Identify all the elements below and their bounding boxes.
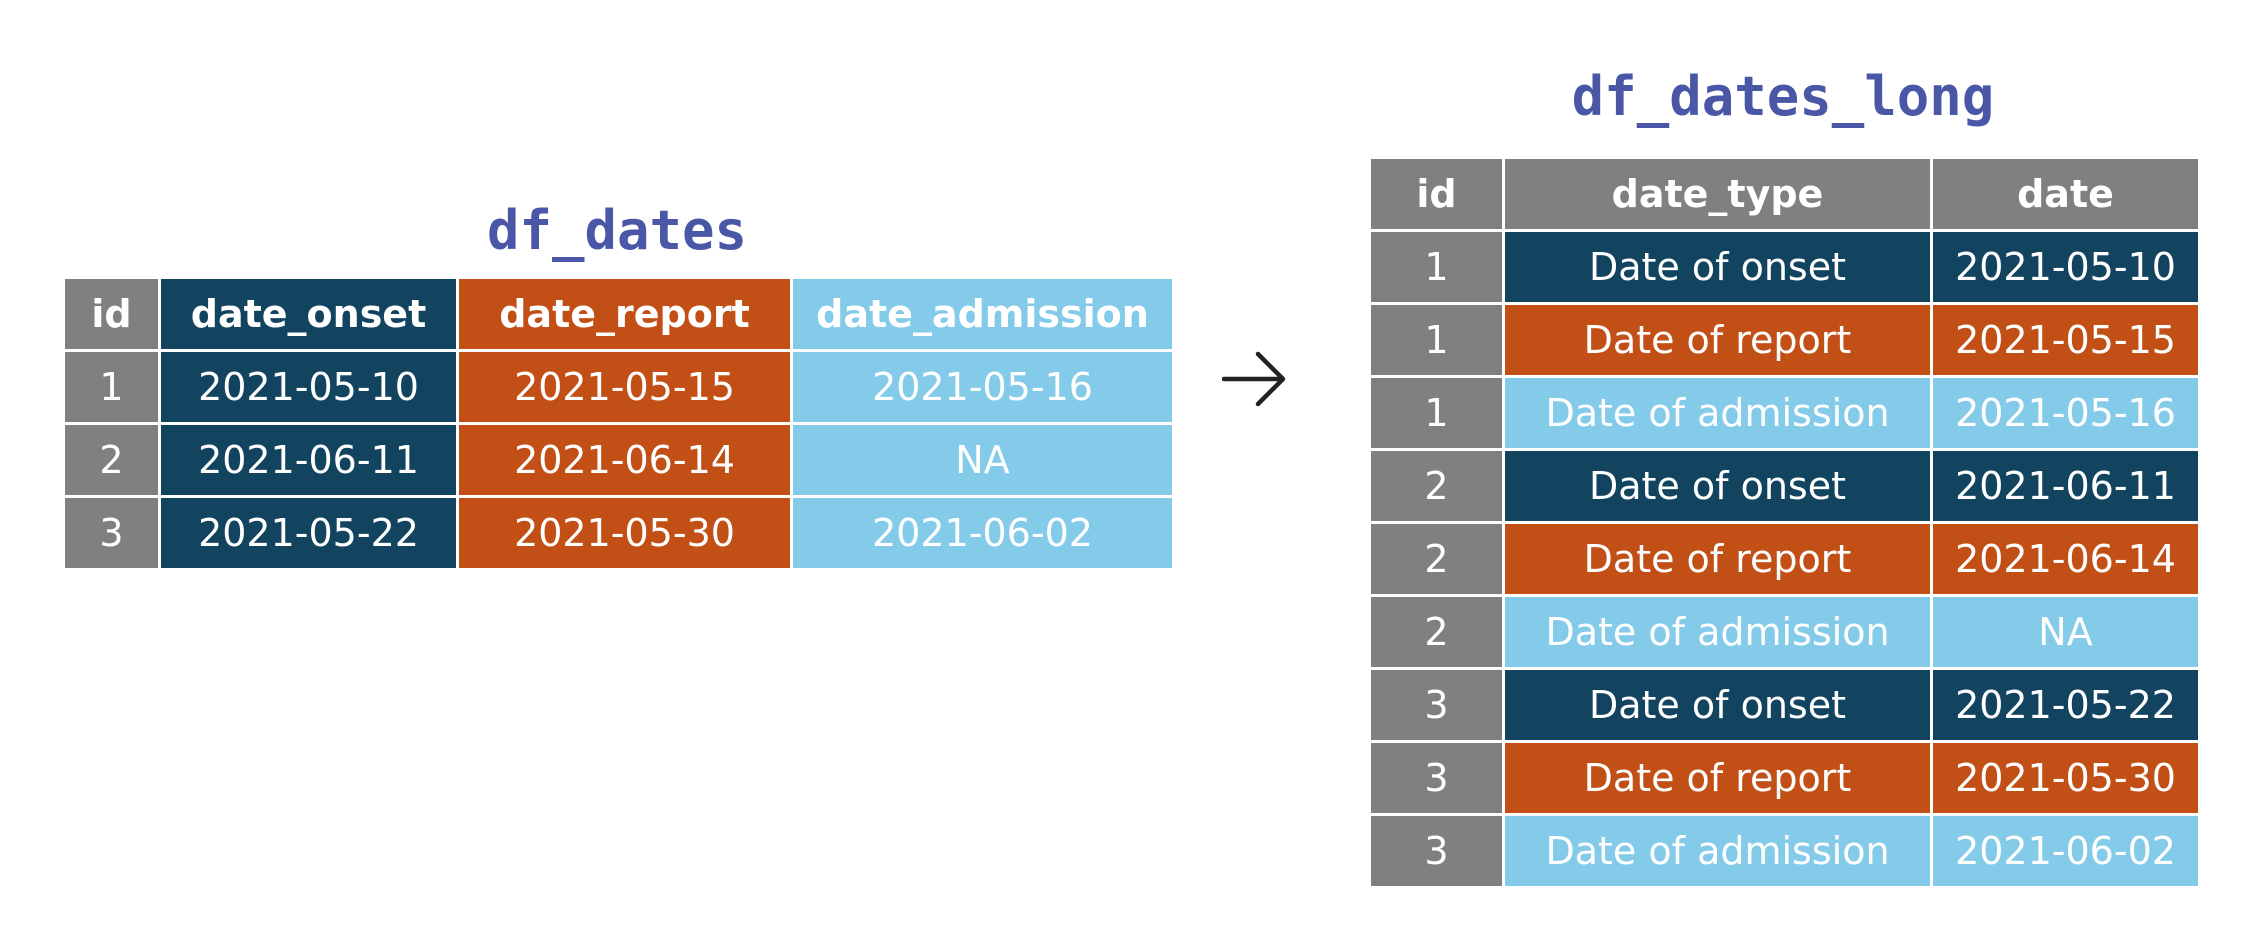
cell-id: 3 <box>1368 667 1505 743</box>
header-date-type: date_type <box>1502 156 1933 232</box>
cell-date: 2021-06-14 <box>1930 521 2201 597</box>
table-row: 2 Date of onset 2021-06-11 <box>1368 448 2201 524</box>
header-date-admission: date_admission <box>790 276 1175 352</box>
cell-id: 1 <box>1368 302 1505 378</box>
cell-date-admission: NA <box>790 422 1175 498</box>
cell-date-report: 2021-05-15 <box>456 349 793 425</box>
cell-date-type: Date of admission <box>1502 813 1933 889</box>
cell-date-type: Date of report <box>1502 302 1933 378</box>
cell-date-onset: 2021-05-22 <box>158 495 459 571</box>
header-id: id <box>1368 156 1505 232</box>
header-row: id date_onset date_report date_admission <box>62 276 1175 352</box>
table-row: 3 Date of report 2021-05-30 <box>1368 740 2201 816</box>
cell-date: 2021-05-30 <box>1930 740 2201 816</box>
df-dates-title: df_dates <box>486 199 748 262</box>
table-row: 3 Date of admission 2021-06-02 <box>1368 813 2201 889</box>
cell-date: 2021-05-15 <box>1930 302 2201 378</box>
cell-date-type: Date of onset <box>1502 667 1933 743</box>
cell-date-onset: 2021-06-11 <box>158 422 459 498</box>
header-date: date <box>1930 156 2201 232</box>
df-dates-long-title: df_dates_long <box>1571 65 1995 128</box>
header-date-onset: date_onset <box>158 276 459 352</box>
table-row: 1 Date of admission 2021-05-16 <box>1368 375 2201 451</box>
cell-date: 2021-05-10 <box>1930 229 2201 305</box>
header-id: id <box>62 276 161 352</box>
cell-date: 2021-06-11 <box>1930 448 2201 524</box>
df-dates-long-table: id date_type date 1 Date of onset 2021-0… <box>1368 156 2201 889</box>
table-row: 2 Date of admission NA <box>1368 594 2201 670</box>
cell-date: NA <box>1930 594 2201 670</box>
cell-date-admission: 2021-05-16 <box>790 349 1175 425</box>
cell-id: 2 <box>1368 521 1505 597</box>
df-dates-table: id date_onset date_report date_admission… <box>62 276 1175 571</box>
cell-date-type: Date of onset <box>1502 229 1933 305</box>
cell-id: 3 <box>1368 740 1505 816</box>
cell-date-onset: 2021-05-10 <box>158 349 459 425</box>
cell-id: 2 <box>1368 448 1505 524</box>
cell-date-type: Date of report <box>1502 521 1933 597</box>
cell-date: 2021-06-02 <box>1930 813 2201 889</box>
cell-date-report: 2021-05-30 <box>456 495 793 571</box>
cell-date-type: Date of report <box>1502 740 1933 816</box>
cell-date: 2021-05-16 <box>1930 375 2201 451</box>
cell-id: 1 <box>1368 229 1505 305</box>
cell-id: 2 <box>62 422 161 498</box>
table-row: 1 2021-05-10 2021-05-15 2021-05-16 <box>62 349 1175 425</box>
table-row: 1 Date of report 2021-05-15 <box>1368 302 2201 378</box>
cell-id: 2 <box>1368 594 1505 670</box>
header-date-report: date_report <box>456 276 793 352</box>
cell-id: 1 <box>62 349 161 425</box>
cell-date-type: Date of onset <box>1502 448 1933 524</box>
table-row: 3 Date of onset 2021-05-22 <box>1368 667 2201 743</box>
table-row: 3 2021-05-22 2021-05-30 2021-06-02 <box>62 495 1175 571</box>
cell-date-admission: 2021-06-02 <box>790 495 1175 571</box>
cell-date-report: 2021-06-14 <box>456 422 793 498</box>
header-row: id date_type date <box>1368 156 2201 232</box>
table-row: 1 Date of onset 2021-05-10 <box>1368 229 2201 305</box>
table-row: 2 2021-06-11 2021-06-14 NA <box>62 422 1175 498</box>
table-row: 2 Date of report 2021-06-14 <box>1368 521 2201 597</box>
cell-id: 3 <box>62 495 161 571</box>
cell-id: 1 <box>1368 375 1505 451</box>
cell-date-type: Date of admission <box>1502 375 1933 451</box>
cell-id: 3 <box>1368 813 1505 889</box>
cell-date: 2021-05-22 <box>1930 667 2201 743</box>
cell-date-type: Date of admission <box>1502 594 1933 670</box>
arrow-right-icon <box>1222 351 1286 407</box>
